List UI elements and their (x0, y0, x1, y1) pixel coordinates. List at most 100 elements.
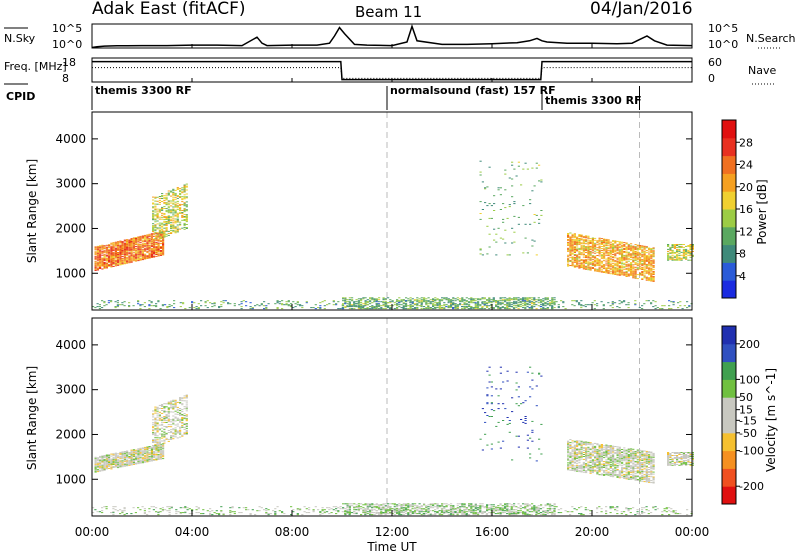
power-cell (676, 255, 679, 257)
velocity-cell (181, 411, 184, 413)
power-cell (110, 259, 113, 261)
power-cell (161, 201, 164, 202)
velocity-cell (99, 467, 102, 469)
power-colorbar-segment-7 (722, 155, 736, 174)
power-cell (144, 245, 147, 247)
power-cell (621, 270, 624, 272)
power-cell (508, 206, 511, 208)
power-cell (452, 298, 455, 300)
power-cell (589, 261, 592, 263)
power-cell (150, 238, 153, 240)
velocity-cell (616, 467, 619, 469)
power-cell (144, 256, 147, 258)
power-cell (154, 203, 157, 205)
velocity-cell (585, 464, 588, 466)
power-cell (375, 306, 378, 308)
power-cell (139, 236, 142, 238)
velocity-cell (612, 454, 615, 456)
power-cell (183, 224, 186, 226)
power-cell (132, 260, 135, 262)
power-cell (179, 302, 182, 304)
power-cell (123, 254, 126, 256)
velocity-cell (153, 458, 156, 460)
velocity-cell (571, 450, 574, 452)
power-cell (146, 246, 149, 248)
power-cell (179, 188, 182, 190)
power-cell (587, 254, 590, 256)
power-cell (576, 243, 579, 245)
power-cell (135, 249, 138, 251)
velocity-cell (181, 434, 184, 436)
power-cell (154, 232, 157, 234)
power-cell (342, 303, 345, 305)
power-cell (137, 245, 140, 247)
power-cell (153, 253, 156, 255)
velocity-cell (612, 458, 615, 460)
power-cell (689, 247, 692, 249)
power-cell (524, 304, 527, 306)
velocity-cell (625, 475, 628, 477)
velocity-cell (137, 459, 140, 461)
power-cell (150, 250, 153, 252)
velocity-cell (152, 440, 155, 441)
power-cell (132, 249, 135, 251)
power-cell (137, 260, 140, 262)
power-cell (603, 252, 606, 254)
velocity-cell (596, 443, 599, 445)
power-cell (172, 212, 175, 214)
velocity-cell (607, 471, 610, 473)
velocity-cell (591, 454, 594, 456)
power-cell (332, 300, 335, 302)
velocity-cell (612, 472, 615, 474)
velocity-cell (114, 455, 117, 457)
power-cell (405, 305, 408, 307)
power-cell (148, 238, 151, 240)
velocity-cell (181, 397, 184, 399)
velocity-cell (621, 451, 624, 452)
power-cell (456, 306, 459, 308)
power-cell (623, 254, 626, 256)
power-cell (571, 242, 574, 244)
velocity-cell (625, 454, 628, 456)
velocity-cell (170, 429, 173, 431)
velocity-cell (591, 462, 594, 464)
power-cell (533, 240, 536, 242)
power-cell (146, 248, 149, 250)
power-cell (661, 308, 664, 310)
power-cell (632, 247, 635, 249)
velocity-cell (571, 451, 574, 453)
power-cell (174, 206, 177, 208)
power-cell (443, 307, 446, 309)
power-cell (546, 307, 549, 309)
power-cell (183, 220, 186, 221)
power-cell (569, 248, 572, 250)
power-cell (158, 209, 161, 211)
power-cell (170, 195, 173, 197)
power-cell (153, 232, 156, 234)
power-cell (181, 191, 184, 193)
velocity-cell (161, 437, 164, 439)
velocity-cell (183, 413, 186, 415)
velocity-cell (616, 448, 619, 450)
power-cell (593, 308, 596, 310)
power-cell (528, 301, 531, 303)
power-cell (542, 308, 545, 310)
velocity-cell (141, 447, 144, 449)
power-cell (477, 308, 480, 310)
power-cell (499, 297, 502, 299)
power-cell (150, 244, 153, 246)
velocity-cell (183, 418, 186, 420)
power-cell (344, 298, 347, 300)
power-cell (126, 239, 129, 241)
velocity-cell (634, 455, 637, 457)
power-cell (603, 267, 606, 269)
velocity-cell (123, 460, 126, 462)
power-cell (153, 251, 156, 253)
power-cell (117, 255, 120, 257)
power-cell (123, 239, 126, 241)
power-cell (179, 209, 182, 211)
power-cell (486, 205, 489, 207)
power-cell (623, 245, 626, 247)
power-cell (535, 254, 538, 256)
power-cell (625, 256, 628, 258)
